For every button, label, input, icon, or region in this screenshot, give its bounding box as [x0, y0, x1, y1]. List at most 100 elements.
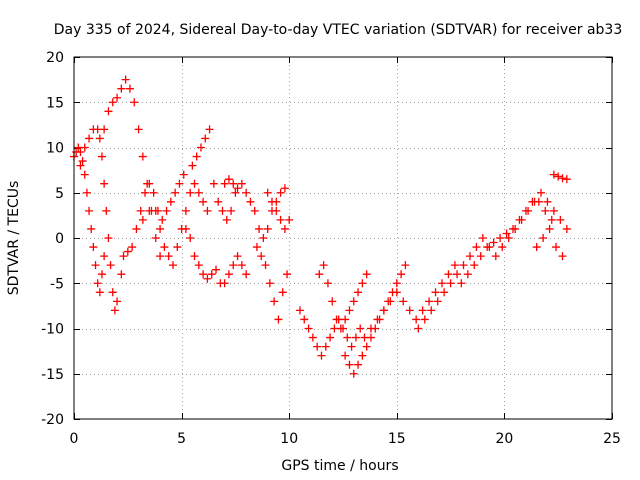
data-point — [207, 270, 216, 279]
data-point — [386, 297, 395, 306]
data-point — [276, 188, 285, 197]
data-point — [446, 279, 455, 288]
data-point — [562, 224, 571, 233]
x-axis-label: GPS time / hours — [281, 458, 398, 474]
data-point — [242, 270, 251, 279]
data-point — [224, 175, 233, 184]
data-point — [379, 306, 388, 315]
data-point — [242, 188, 251, 197]
data-point — [295, 306, 304, 315]
data-point — [470, 261, 479, 270]
data-point — [401, 261, 410, 270]
data-point — [496, 234, 505, 242]
series-prn-d — [119, 170, 188, 261]
data-point — [220, 279, 229, 288]
data-point — [166, 197, 175, 206]
data-point — [214, 197, 223, 206]
data-point — [261, 261, 270, 270]
data-point — [100, 252, 109, 261]
data-point — [250, 206, 259, 215]
x-tick-label: 5 — [177, 431, 186, 447]
data-point — [392, 279, 401, 288]
data-point — [263, 188, 272, 197]
data-point — [119, 252, 128, 261]
data-point — [212, 265, 221, 274]
series-prn-q — [511, 188, 571, 233]
data-point — [543, 197, 552, 206]
data-point — [562, 175, 571, 184]
data-point — [332, 315, 341, 324]
data-point — [203, 206, 212, 215]
data-point — [132, 224, 141, 233]
data-point — [547, 215, 556, 224]
data-point — [358, 351, 367, 360]
data-point — [175, 179, 184, 188]
series-prn-a — [70, 143, 109, 297]
data-point — [328, 297, 337, 306]
data-point — [431, 288, 440, 297]
data-point — [130, 98, 139, 107]
data-point — [186, 234, 195, 242]
data-point — [354, 360, 363, 369]
data-point — [218, 206, 227, 215]
data-point — [489, 238, 498, 247]
data-point — [151, 234, 160, 242]
data-point — [427, 306, 436, 315]
data-point — [199, 197, 208, 206]
x-tick-label: 20 — [495, 431, 513, 447]
data-point — [229, 179, 238, 188]
data-point — [134, 125, 143, 134]
data-point — [349, 369, 358, 378]
data-point — [95, 134, 104, 143]
data-point — [414, 324, 423, 333]
data-point — [517, 215, 526, 224]
data-point — [123, 247, 132, 256]
data-point — [145, 179, 154, 188]
data-point — [168, 261, 177, 270]
data-point — [91, 261, 100, 270]
data-point — [209, 179, 218, 188]
data-point — [85, 134, 94, 143]
data-point — [425, 297, 434, 306]
data-point — [399, 297, 408, 306]
data-point — [343, 333, 352, 342]
data-point — [97, 270, 106, 279]
data-point — [349, 297, 358, 306]
data-point — [149, 188, 158, 197]
data-point — [549, 170, 558, 179]
data-point — [237, 261, 246, 270]
data-point — [190, 252, 199, 261]
data-point — [418, 306, 427, 315]
data-point — [360, 333, 369, 342]
series-prn-k — [295, 306, 365, 360]
data-point — [263, 224, 272, 233]
data-point — [554, 172, 563, 181]
x-tick-label: 10 — [280, 431, 298, 447]
data-point — [300, 315, 309, 324]
data-point — [188, 161, 197, 170]
data-point — [117, 270, 126, 279]
y-axis-label: SDTVAR / TECUs — [6, 181, 22, 296]
data-point — [283, 270, 292, 279]
data-point — [82, 188, 91, 197]
data-point — [321, 342, 330, 351]
series-prn-m — [341, 261, 410, 378]
data-point — [104, 107, 113, 116]
data-point — [465, 252, 474, 261]
series-prn-n — [360, 261, 459, 342]
data-point — [138, 152, 147, 161]
data-point — [199, 270, 208, 279]
data-point — [121, 75, 130, 84]
y-tick-label: 20 — [46, 50, 64, 66]
data-point — [308, 333, 317, 342]
data-point — [192, 152, 201, 161]
data-point — [476, 252, 485, 261]
data-point — [278, 288, 287, 297]
data-point — [76, 148, 85, 157]
series-prn-p — [457, 197, 556, 288]
x-tick-label: 0 — [70, 431, 79, 447]
data-point — [125, 84, 134, 93]
data-point — [160, 243, 169, 252]
data-point — [504, 234, 513, 242]
data-point — [205, 125, 214, 134]
